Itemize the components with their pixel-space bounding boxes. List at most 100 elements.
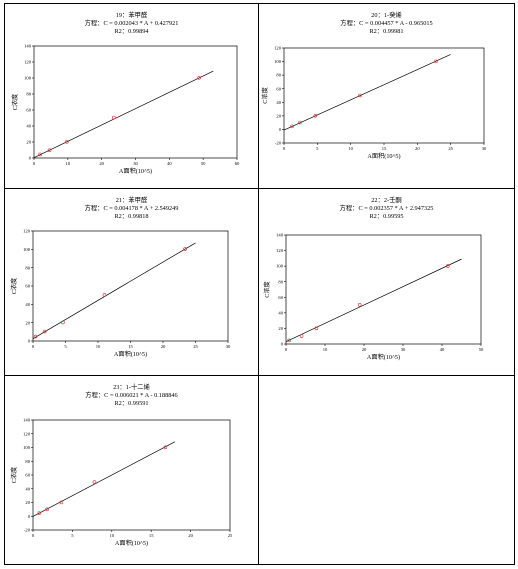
- data-point: [59, 500, 64, 505]
- x-tick-label: 50: [201, 161, 206, 166]
- chart-r2: R2：0.99894: [114, 28, 149, 35]
- y-tick-label: 120: [24, 60, 32, 65]
- y-tick-label: 120: [23, 229, 31, 234]
- chart-plot: 0 5 10 15 20 25 30 0 20 40 60 80 100 120 A面积(10^5) C浓度: [10, 229, 231, 358]
- x-tick-label: 20: [99, 161, 104, 166]
- y-axis-label: C浓度: [11, 94, 19, 111]
- y-tick-label: 80: [278, 279, 283, 284]
- y-tick-label: 0: [28, 339, 31, 344]
- fit-line: [32, 242, 196, 339]
- y-tick-label: 20: [26, 140, 31, 145]
- data-point: [183, 247, 187, 251]
- data-point: [45, 507, 49, 512]
- data-point: [112, 115, 116, 120]
- x-tick-label: 0: [33, 161, 36, 166]
- data-point: [434, 59, 438, 64]
- y-tick-label: 100: [276, 264, 284, 269]
- x-tick-label: 10: [348, 146, 353, 151]
- x-tick-label: 0: [283, 146, 286, 151]
- y-tick-label: 80: [25, 265, 30, 270]
- y-tick-label: 60: [25, 473, 30, 478]
- y-tick-label: -20: [275, 141, 282, 146]
- x-tick-label: 40: [440, 347, 445, 352]
- y-tick-label: 60: [26, 108, 31, 113]
- data-point: [61, 320, 65, 325]
- y-tick-label: 60: [25, 284, 30, 289]
- x-tick-label: 5: [64, 344, 67, 349]
- data-point: [33, 334, 38, 339]
- x-axis-label: A面积(10^5): [115, 539, 148, 547]
- y-axis-label: C浓度: [263, 281, 271, 298]
- data-point: [357, 303, 362, 307]
- chart-title: 23：1-十二烯: [113, 384, 150, 391]
- y-tick-label: 40: [25, 302, 30, 307]
- x-axis-label: A面积(10^5): [367, 353, 400, 361]
- chart-plot: 0 10 20 30 40 50 60 0 20 40 60 80 100 120 140 A面积(10^5)…: [11, 44, 240, 175]
- plot-frame: [283, 47, 485, 144]
- x-tick-label: 30: [401, 347, 406, 352]
- data-point: [37, 511, 42, 515]
- y-tick-label: 120: [276, 248, 284, 253]
- data-point: [197, 76, 201, 80]
- y-tick-label: 120: [23, 431, 31, 436]
- chart-r2: R2：0.99981: [369, 28, 404, 35]
- empty-cell: [258, 375, 515, 565]
- plot-frame: [32, 230, 229, 342]
- x-axis-label: A面积(10^5): [119, 167, 152, 175]
- x-tick-label: 30: [226, 344, 231, 349]
- x-tick-label: 5: [316, 146, 319, 151]
- chart-r2: R2：0.99591: [114, 400, 149, 407]
- x-tick-label: 20: [362, 347, 367, 352]
- y-tick-label: 40: [26, 124, 31, 129]
- data-point: [298, 120, 302, 125]
- x-tick-label: 10: [110, 533, 115, 538]
- chart-panel-21: 21：苯甲醛 方程：C = 0.004178 * A + 2.549249 R2…: [4, 188, 259, 376]
- y-tick-label: 20: [25, 320, 30, 325]
- x-tick-label: 30: [133, 161, 138, 166]
- data-point: [47, 148, 52, 152]
- x-tick-label: 0: [285, 347, 288, 352]
- data-point: [299, 334, 304, 338]
- fit-line: [32, 441, 176, 517]
- chart-title: 20：1-癸烯: [371, 12, 402, 19]
- x-tick-label: 30: [482, 146, 487, 151]
- data-point: [358, 93, 362, 98]
- chart-equation: 方程：C = 0.002357 * A + 2.947325: [339, 205, 434, 212]
- data-point: [42, 329, 47, 334]
- y-tick-label: 120: [274, 46, 282, 51]
- x-tick-label: 50: [479, 347, 484, 352]
- data-point: [314, 326, 319, 331]
- y-tick-label: 0: [29, 156, 32, 161]
- data-point: [92, 480, 97, 484]
- y-tick-label: 20: [25, 500, 30, 505]
- x-tick-label: 20: [188, 533, 193, 538]
- chart-plot: 0 5 10 15 20 25 30-20020406080100120A面积(10^5)C…: [261, 46, 487, 160]
- y-tick-label: 100: [274, 59, 282, 64]
- y-axis-label: C浓度: [261, 87, 269, 104]
- y-tick-label: 140: [276, 233, 284, 238]
- data-point: [313, 113, 318, 118]
- y-tick-label: 20: [278, 326, 283, 331]
- chart-panel-19: 19：苯甲醛 方程：C = 0.002043 * A + 0.427921 R2…: [4, 3, 259, 189]
- x-tick-label: 15: [128, 344, 133, 349]
- x-tick-label: 20: [415, 146, 420, 151]
- y-tick-label: 20: [276, 113, 281, 118]
- chart-panel-23: 23：1-十二烯 方程：C = 0.006021 * A - 0.188846 …: [4, 375, 259, 565]
- x-tick-label: 25: [193, 344, 198, 349]
- y-tick-label: 80: [25, 459, 30, 464]
- chart-panel-20: 20：1-癸烯 方程：C = 0.004457 * A - 0.965015 R…: [258, 3, 515, 189]
- chart-panel-22: 22：2-壬酮 方程：C = 0.002357 * A + 2.947325 R…: [258, 188, 515, 376]
- x-tick-label: 40: [167, 161, 172, 166]
- chart-equation: 方程：C = 0.004457 * A - 0.965015: [340, 20, 433, 27]
- fit-line: [285, 258, 462, 343]
- x-tick-label: 0: [32, 533, 35, 538]
- plot-frame: [285, 234, 482, 345]
- chart-equation: 方程：C = 0.006021 * A - 0.188846: [85, 392, 178, 399]
- chart-title: 22：2-壬酮: [371, 197, 402, 204]
- chart-title: 19：苯甲醛: [115, 12, 148, 19]
- data-point: [102, 293, 107, 297]
- y-tick-label: 0: [279, 127, 282, 132]
- x-tick-label: 20: [161, 344, 166, 349]
- y-tick-label: 140: [24, 44, 32, 49]
- data-point: [446, 264, 450, 268]
